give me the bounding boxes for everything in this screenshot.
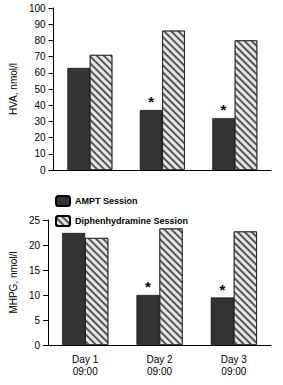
svg-text:15: 15 bbox=[29, 265, 41, 276]
svg-text:60: 60 bbox=[34, 67, 46, 78]
svg-text:09:00: 09:00 bbox=[221, 366, 246, 377]
svg-text:10: 10 bbox=[34, 148, 46, 159]
svg-text:25: 25 bbox=[29, 215, 41, 226]
svg-text:0: 0 bbox=[34, 340, 40, 351]
svg-text:*: * bbox=[145, 278, 151, 295]
svg-text:80: 80 bbox=[34, 35, 46, 46]
svg-text:0: 0 bbox=[40, 165, 46, 176]
svg-text:50: 50 bbox=[34, 84, 46, 95]
svg-text:MHPG, nmol/l: MHPG, nmol/l bbox=[8, 251, 19, 313]
svg-text:40: 40 bbox=[34, 100, 46, 111]
svg-text:HVA, nmol/l: HVA, nmol/l bbox=[8, 63, 19, 115]
svg-text:10: 10 bbox=[29, 290, 41, 301]
svg-text:20: 20 bbox=[34, 132, 46, 143]
svg-text:70: 70 bbox=[34, 51, 46, 62]
svg-text:Diphenhydramine Session: Diphenhydramine Session bbox=[75, 216, 188, 226]
svg-text:AMPT Session: AMPT Session bbox=[75, 196, 138, 206]
svg-text:20: 20 bbox=[29, 240, 41, 251]
svg-text:Day 3: Day 3 bbox=[221, 354, 248, 365]
svg-text:*: * bbox=[221, 101, 227, 118]
svg-text:100: 100 bbox=[29, 3, 46, 14]
svg-text:09:00: 09:00 bbox=[147, 366, 172, 377]
svg-text:*: * bbox=[148, 93, 154, 110]
svg-text:Day 1: Day 1 bbox=[72, 354, 99, 365]
svg-text:5: 5 bbox=[34, 315, 40, 326]
svg-text:*: * bbox=[219, 281, 225, 298]
svg-text:30: 30 bbox=[34, 116, 46, 127]
svg-text:09:00: 09:00 bbox=[73, 366, 98, 377]
svg-text:90: 90 bbox=[34, 19, 46, 30]
svg-text:Day 2: Day 2 bbox=[146, 354, 173, 365]
